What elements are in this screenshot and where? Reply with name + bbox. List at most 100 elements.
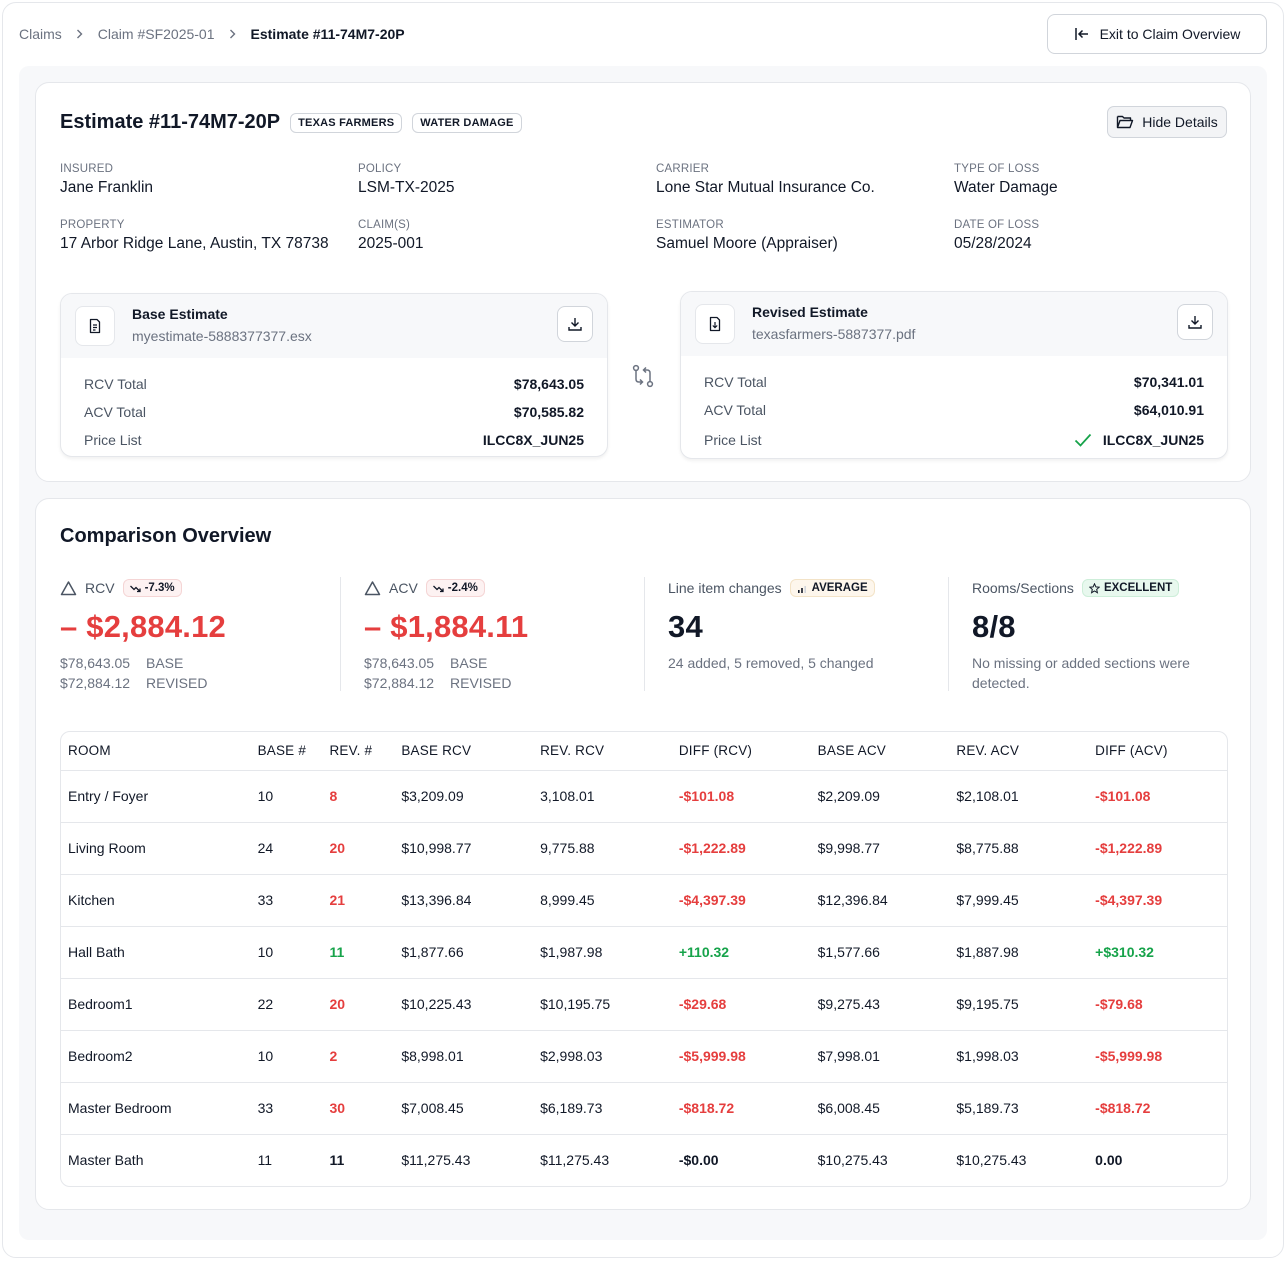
cell-base-rcv: $10,998.77	[401, 840, 472, 856]
page-title: Estimate #11-74M7-20P	[60, 111, 281, 133]
cell-room: Kitchen	[68, 892, 115, 908]
line-items-sub: 24 added, 5 removed, 5 changed	[668, 655, 874, 671]
cell-rev-rcv: $6,189.73	[540, 1100, 603, 1116]
rooms-label: Rooms/Sections	[972, 580, 1074, 596]
base-price-value: ILCC8X_JUN25	[482, 432, 584, 448]
trend-down-icon	[129, 585, 141, 592]
cell-rev-rcv: 3,108.01	[540, 788, 595, 804]
column-header-room[interactable]: ROOM	[61, 732, 251, 771]
breadcrumb-claim[interactable]: Claim #SF2025-01	[97, 26, 215, 42]
cell-rev-rcv: 8,999.45	[540, 892, 595, 908]
table-row[interactable]: Bedroom2 10 2 $8,998.01 $2,998.03 -$5,999.98 $…	[61, 1030, 1227, 1082]
table-row[interactable]: Bedroom1 22 20 $10,225.43 $10,195.75 -$29.68 $…	[61, 978, 1227, 1030]
comparison-title: Comparison Overview	[60, 525, 272, 547]
column-header-base-rcv[interactable]: BASE RCV	[394, 732, 534, 771]
cell-base-count: 11	[257, 1152, 273, 1169]
table-row[interactable]: Master Bedroom 33 30 $7,008.45 $6,189.73 -$81…	[61, 1082, 1227, 1134]
carrier-tag: TEXAS FARMERS	[290, 112, 403, 133]
table-row[interactable]: Master Bath 11 11 $11,275.43 $11,275.43 -$0.0…	[61, 1134, 1227, 1186]
cell-base-count: 10	[257, 944, 274, 960]
cell-base-acv: $12,396.84	[817, 892, 888, 908]
revised-estimate-file[interactable]: texasfarmers-5887377.pdf	[752, 326, 916, 342]
exit-arrow-icon	[1074, 28, 1088, 40]
cell-base-acv: $6,008.45	[817, 1100, 880, 1116]
cell-room: Master Bath	[68, 1152, 144, 1169]
cell-rev-count: 2	[329, 1048, 338, 1064]
column-header-rev-rcv[interactable]: REV. RCV	[533, 732, 672, 771]
acv-base-value: $78,643.05	[364, 655, 435, 671]
file-icon	[75, 306, 115, 346]
rooms-sub: No missing or added sections were detect…	[972, 655, 1190, 691]
cell-diff-rcv: -$29.68	[678, 996, 727, 1012]
line-items-chip: AVERAGE	[789, 579, 875, 597]
table-body: Entry / Foyer 10 8 $3,209.09 3,108.01 -$101.0…	[61, 770, 1227, 1186]
table-row[interactable]: Entry / Foyer 10 8 $3,209.09 3,108.01 -$101.0…	[61, 770, 1227, 822]
cell-base-acv: $9,998.77	[817, 840, 880, 856]
table-header-row: ROOM BASE # REV. # BASE RCV REV. RCV DIFF (RC…	[61, 732, 1227, 771]
cell-room: Bedroom2	[68, 1048, 133, 1064]
breadcrumb-current: Estimate #11-74M7-20P	[250, 26, 405, 42]
cell-room: Master Bedroom	[68, 1100, 172, 1116]
column-header-diff-acv[interactable]: DIFF (ACV)	[1088, 732, 1227, 771]
base-rcv-row: RCV Total $78,643.05	[84, 376, 584, 392]
cell-diff-rcv: -$5,999.98	[678, 1048, 746, 1064]
line-items-stat: Line item changes AVERAGE 34 24 added, 5…	[668, 577, 958, 691]
cell-base-count: 33	[257, 892, 274, 908]
cell-diff-acv: -$4,397.39	[1095, 892, 1163, 908]
meta-property: PROPERTY 17 Arbor Ridge Lane, Austin, TX…	[60, 219, 329, 252]
base-acv-value: $70,585.82	[513, 404, 584, 420]
cell-rev-acv: $1,887.98	[956, 944, 1019, 960]
revised-rcv-row: RCV Total $70,341.01	[704, 374, 1204, 390]
base-acv-row: ACV Total $70,585.82	[84, 404, 584, 420]
triangle-icon	[364, 580, 381, 595]
rooms-stat: Rooms/Sections EXCELLENT 8/8 No missing …	[972, 577, 1222, 691]
column-header-rev-acv[interactable]: REV. ACV	[949, 732, 1089, 771]
revised-acv-row: ACV Total $64,010.91	[704, 402, 1204, 418]
column-header-base-count[interactable]: BASE #	[250, 732, 323, 771]
download-revised-button[interactable]	[1177, 304, 1213, 340]
column-header-diff-rcv[interactable]: DIFF (RCV)	[671, 732, 811, 771]
exit-to-claim-overview-button[interactable]: Exit to Claim Overview	[1047, 14, 1267, 54]
cell-diff-rcv: +110.32	[678, 944, 730, 960]
cell-base-acv: $7,998.01	[817, 1048, 880, 1064]
cell-diff-acv: +$310.32	[1095, 944, 1154, 960]
cell-room: Bedroom1	[68, 996, 133, 1012]
revised-estimate-rows: RCV Total $70,341.01 ACV Total $64,010.9…	[681, 356, 1227, 456]
revised-rcv-value: $70,341.01	[1133, 374, 1204, 390]
download-icon	[1188, 316, 1202, 329]
table-row[interactable]: Living Room 24 20 $10,998.77 9,775.88 -$1,222…	[61, 822, 1227, 874]
base-estimate-file[interactable]: myestimate-5888377377.esx	[132, 328, 312, 344]
table-row[interactable]: Hall Bath 10 11 $1,877.66 $1,987.98 +110.32 $1…	[61, 926, 1227, 978]
download-base-button[interactable]	[557, 306, 593, 342]
cell-rev-rcv: $1,987.98	[540, 944, 603, 960]
revised-estimate-name: Revised Estimate	[752, 304, 868, 320]
divider	[644, 577, 645, 691]
cell-diff-rcv: -$818.72	[678, 1100, 735, 1116]
cell-base-rcv: $8,998.01	[401, 1048, 464, 1064]
cell-rev-acv: $9,195.75	[956, 996, 1019, 1012]
rcv-change-chip: -7.3%	[122, 579, 182, 597]
trend-down-icon	[432, 585, 444, 592]
line-items-label: Line item changes	[668, 580, 782, 596]
cell-diff-rcv: -$0.00	[678, 1152, 719, 1169]
cell-rev-acv: $2,108.01	[956, 788, 1019, 804]
breadcrumb-claims[interactable]: Claims	[19, 26, 62, 42]
download-icon	[568, 318, 582, 331]
hide-details-button[interactable]: Hide Details	[1107, 106, 1227, 138]
rcv-stat: RCV -7.3% – $2,884.12 $78,643.05 BASE $72…	[60, 577, 350, 691]
cell-rev-acv: $1,998.03	[956, 1048, 1019, 1064]
table-row[interactable]: Kitchen 33 21 $13,396.84 8,999.45 -$4,397.39 $…	[61, 874, 1227, 926]
cell-diff-acv: -$1,222.89	[1095, 840, 1163, 856]
cell-rev-count: 20	[329, 996, 346, 1012]
cell-diff-acv: -$5,999.98	[1095, 1048, 1163, 1064]
meta-insured: INSURED Jane Franklin	[60, 163, 154, 196]
cell-diff-rcv: -$101.08	[678, 788, 735, 804]
column-header-base-acv[interactable]: BASE ACV	[810, 732, 950, 771]
cell-base-rcv: $13,396.84	[401, 892, 472, 908]
cell-base-acv: $1,577.66	[817, 944, 880, 960]
cell-diff-rcv: -$1,222.89	[678, 840, 746, 856]
chevron-right-icon	[62, 27, 98, 42]
revised-price-value: ILCC8X_JUN25	[1102, 432, 1204, 448]
column-header-rev-count[interactable]: REV. #	[322, 732, 395, 771]
cell-rev-count: 11	[329, 1152, 345, 1169]
